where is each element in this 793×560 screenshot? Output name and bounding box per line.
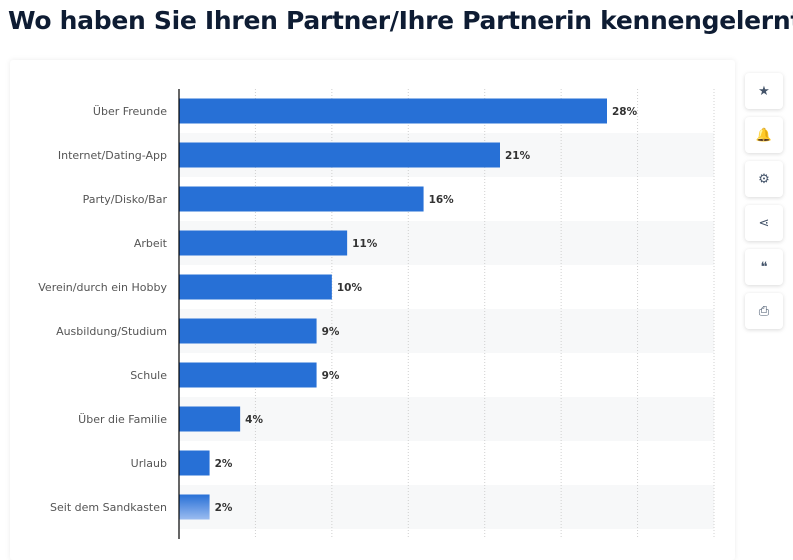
category-label: Internet/Dating-App (58, 149, 167, 162)
star-button[interactable]: ★ (745, 73, 783, 109)
quote-icon: ❝ (760, 259, 768, 275)
category-label: Urlaub (131, 457, 167, 470)
data-label: 11% (352, 238, 378, 250)
quote-button[interactable]: ❝ (745, 249, 783, 285)
data-label: 4% (245, 414, 263, 426)
chart-card: Über Freunde 28% Internet/Dating-App 21% Par… (10, 60, 735, 560)
data-label: 9% (322, 370, 340, 382)
bar (179, 450, 210, 476)
row-band (179, 485, 714, 529)
bar (179, 230, 348, 256)
bell-button[interactable]: 🔔 (745, 117, 783, 153)
bar (179, 186, 424, 212)
print-icon: ⎙ (758, 303, 770, 319)
print-button[interactable]: ⎙ (745, 293, 783, 329)
row-band (179, 397, 714, 441)
category-label: Schule (130, 369, 167, 382)
chart-toolbar: ★ 🔔 ⚙ ⋖ ❝ ⎙ (745, 73, 783, 337)
bell-icon: 🔔 (755, 127, 773, 143)
category-label: Seit dem Sandkasten (50, 501, 167, 514)
gear-button[interactable]: ⚙ (745, 161, 783, 197)
data-label: 21% (505, 150, 531, 162)
bar (179, 318, 317, 344)
bar (179, 274, 332, 300)
data-label: 10% (337, 282, 363, 294)
category-label: Über die Familie (78, 413, 167, 426)
category-label: Arbeit (134, 237, 168, 250)
data-label: 16% (429, 194, 455, 206)
star-icon: ★ (758, 83, 770, 99)
share-icon: ⋖ (758, 215, 770, 231)
category-label: Über Freunde (93, 105, 167, 118)
page-title: Wo haben Sie Ihren Partner/Ihre Partneri… (8, 6, 793, 35)
data-label: 2% (215, 458, 233, 470)
category-label: Ausbildung/Studium (56, 325, 167, 338)
data-label: 2% (215, 502, 233, 514)
gear-icon: ⚙ (758, 171, 770, 187)
share-button[interactable]: ⋖ (745, 205, 783, 241)
bar (179, 98, 607, 124)
bar (179, 142, 500, 168)
bar (179, 494, 210, 520)
data-label: 28% (612, 106, 638, 118)
bar-chart: Über Freunde 28% Internet/Dating-App 21% Par… (38, 89, 715, 539)
bar (179, 406, 241, 432)
bar (179, 362, 317, 388)
category-label: Verein/durch ein Hobby (38, 281, 167, 294)
category-label: Party/Disko/Bar (83, 193, 168, 206)
data-label: 9% (322, 326, 340, 338)
